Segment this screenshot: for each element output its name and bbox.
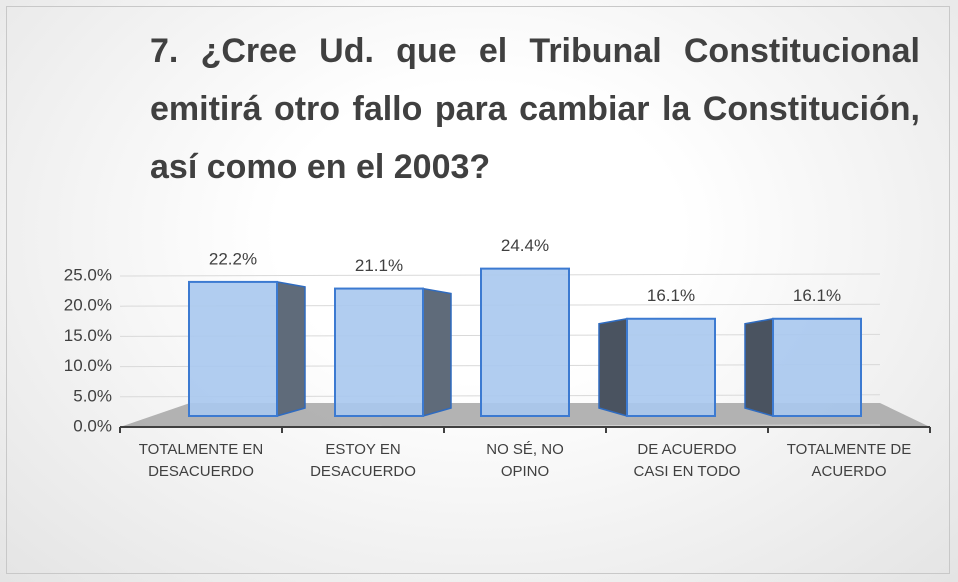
bar xyxy=(334,287,424,417)
y-tick-label: 15.0% xyxy=(64,326,112,345)
x-tick-label: NO SÉ, NO OPINO xyxy=(486,441,564,480)
x-tick-label: TOTALMENTE DE ACUERDO xyxy=(786,441,912,480)
frame xyxy=(6,6,950,574)
bar xyxy=(626,317,716,418)
data-label: 16.1% xyxy=(793,286,841,305)
data-label: 16.1% xyxy=(647,286,695,305)
bar xyxy=(188,280,278,417)
bar-side xyxy=(744,317,774,417)
data-label: 24.4% xyxy=(501,236,549,255)
data-label: 21.1% xyxy=(355,256,403,275)
bar-side xyxy=(422,287,452,417)
bar xyxy=(480,267,570,417)
y-tick-label: 5.0% xyxy=(73,386,112,405)
y-tick-label: 0.0% xyxy=(73,416,112,435)
bar-side xyxy=(598,317,628,417)
y-tick-label: 20.0% xyxy=(64,296,112,315)
data-label: 22.2% xyxy=(209,249,257,268)
y-tick-label: 25.0% xyxy=(64,265,112,284)
bar xyxy=(772,317,862,418)
chart-title: 7. ¿Cree Ud. que el Tribunal Constitucio… xyxy=(150,32,920,186)
x-tick-label: DE ACUERDO CASI EN TODO xyxy=(633,441,741,480)
bar-side xyxy=(276,281,306,417)
y-tick-label: 10.0% xyxy=(64,356,112,375)
x-tick-label: ESTOY EN DESACUERDO xyxy=(310,441,416,480)
x-tick-label: TOTALMENTE EN DESACUERDO xyxy=(138,441,264,480)
